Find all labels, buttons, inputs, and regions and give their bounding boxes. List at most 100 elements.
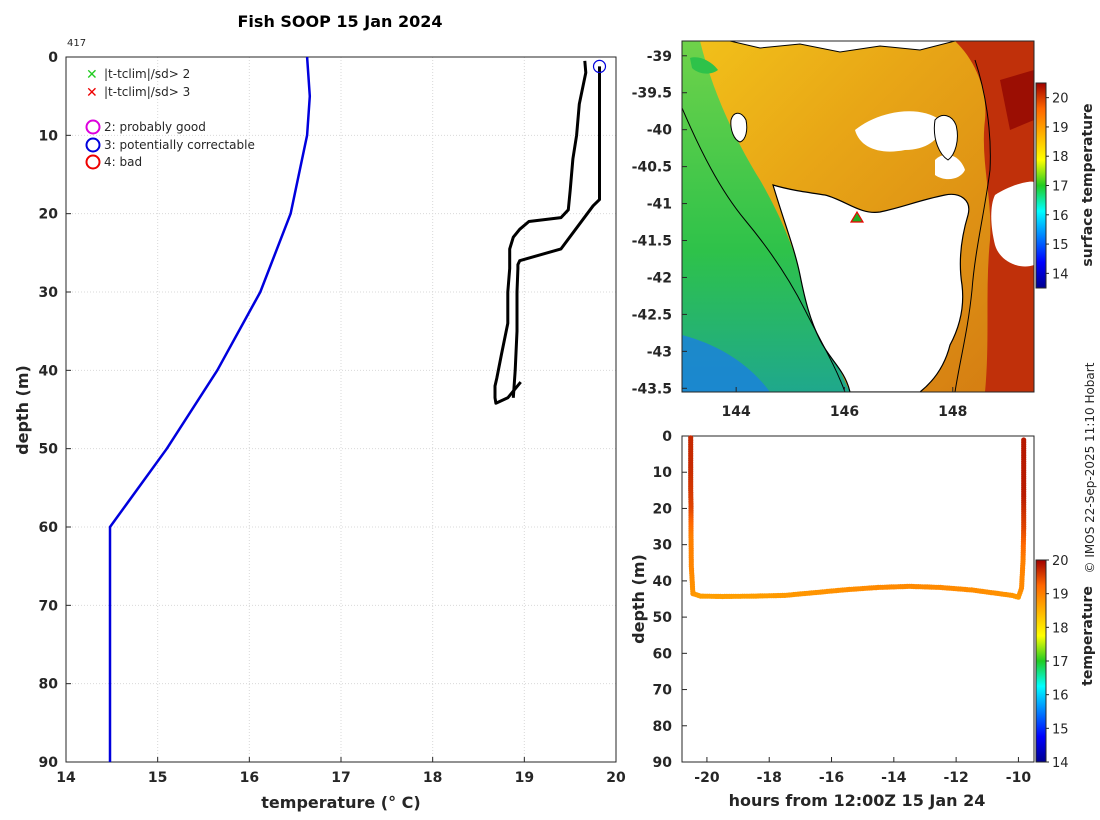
map-colorbar-tick-label: 17 <box>1052 180 1069 195</box>
map-mainland <box>682 41 956 53</box>
time-depth-plot: -20 -18 -16 -14 -12 -10 0 10 20 30 40 50 60 70 80 90 h… <box>629 429 1096 810</box>
profile-line-up-cast <box>511 66 601 398</box>
map-colorbar-tick-label: 19 <box>1052 121 1069 136</box>
profile-plot: 14 15 16 17 18 19 20 0 10 20 30 40 50 60 70 80 90 tempe… <box>13 50 626 812</box>
profile-y-tick-label: 70 <box>39 598 59 614</box>
figure-title: Fish SOOP 15 Jan 2024 <box>238 12 443 31</box>
map-isobath-east <box>954 59 991 392</box>
time-depth-x-label: hours from 12:00Z 15 Jan 24 <box>729 791 986 810</box>
map-x-tick-label: 144 <box>722 404 751 420</box>
profile-x-label: temperature (° C) <box>261 793 420 812</box>
profile-y-tick-label: 20 <box>39 207 59 223</box>
map-sea-cold <box>682 335 770 392</box>
legend-marker-sd2: ✕ <box>86 67 98 83</box>
time-depth-y-tick-label: 70 <box>653 683 673 699</box>
time-depth-x-tick-label: -10 <box>1006 770 1032 786</box>
map-tasmania <box>772 184 970 392</box>
map-y-tick-label: -41.5 <box>632 234 672 250</box>
profile-y-label: depth (m) <box>13 365 32 455</box>
map-colorbar-ticks: 14 15 16 17 18 19 20 <box>1046 92 1069 282</box>
temperature-colorbar <box>1035 559 1047 763</box>
map-king-island <box>730 112 748 143</box>
map-y-ticks: -39 -39.5 -40 -40.5 -41 -41.5 -42 -42.5 -43 -43.5 <box>632 49 687 397</box>
time-depth-axes-frame <box>681 435 1035 763</box>
map-colorbar-tick-label: 18 <box>1052 150 1069 165</box>
legend-marker-potentially-correctable <box>85 137 101 153</box>
map-colorbar-label: surface temperature <box>1080 103 1096 266</box>
legend-marker-sd3: ✕ <box>86 85 98 101</box>
map-y-tick-label: -39.5 <box>632 86 672 102</box>
temperature-colorbar-tick-label: 14 <box>1052 756 1069 771</box>
profile-y-tick-label: 10 <box>39 128 59 144</box>
time-depth-x-tick-label: -14 <box>881 770 907 786</box>
profile-y-tick-label: 40 <box>39 363 59 379</box>
map-colorbar-tick-label: 14 <box>1052 267 1069 282</box>
map-sea-patch <box>690 57 718 74</box>
map-y-tick-label: -41 <box>647 197 672 213</box>
profile-line-down-cast <box>493 60 588 405</box>
time-depth-y-label: depth (m) <box>629 554 648 644</box>
temperature-colorbar-tick-label: 18 <box>1052 621 1069 636</box>
map-y-tick-label: -42.5 <box>632 307 672 323</box>
temperature-colorbar-label: temperature <box>1080 586 1096 686</box>
time-depth-y-tick-label: 0 <box>662 429 672 445</box>
legend-marker-probably-good <box>85 119 101 135</box>
map-cloud-2 <box>991 181 1034 267</box>
time-depth-x-tick-label: -16 <box>819 770 844 786</box>
time-depth-y-tick-label: 30 <box>653 538 673 554</box>
legend-entry-sd3: ✕ |t-tclim|/sd> 3 <box>86 85 190 101</box>
temperature-colorbar-tick-label: 19 <box>1052 588 1069 603</box>
time-depth-x-tick-label: -12 <box>943 770 968 786</box>
profile-x-ticks: 14 15 16 17 18 19 20 <box>56 757 626 786</box>
map-x-tick-label: 148 <box>938 404 967 420</box>
legend-label-sd2: |t-tclim|/sd> 2 <box>104 67 190 81</box>
map-flinders-island <box>933 114 958 161</box>
map-x-ticks: 144 146 148 <box>722 387 967 420</box>
time-depth-y-tick-label: 60 <box>653 646 673 662</box>
time-depth-y-tick-label: 80 <box>653 719 673 735</box>
legend-marker-bad <box>85 154 101 170</box>
profile-x-tick-label: 18 <box>423 770 442 786</box>
legend-label-sd3: |t-tclim|/sd> 3 <box>104 85 190 99</box>
map-y-tick-label: -42 <box>647 270 672 286</box>
profile-x-tick-label: 19 <box>515 770 534 786</box>
time-depth-y-tick-label: 10 <box>653 465 673 481</box>
legend-entry-probably-good: 2: probably good <box>85 119 206 135</box>
time-depth-point <box>1021 437 1027 443</box>
legend-label-probably-good: 2: probably good <box>104 120 206 134</box>
legend-entry-bad: 4: bad <box>85 154 142 170</box>
profile-legend: ✕ |t-tclim|/sd> 2 ✕ |t-tclim|/sd> 3 2: p… <box>85 67 255 170</box>
legend-label-potentially-correctable: 3: potentially correctable <box>104 138 255 152</box>
temperature-colorbar-tick-label: 20 <box>1052 554 1069 569</box>
time-depth-y-tick-label: 50 <box>653 610 673 626</box>
map-cloud-1 <box>855 111 941 152</box>
map-cloud-3 <box>935 154 965 180</box>
sst-map: 144 146 148 -39 -39.5 -40 -40.5 -41 -41.5 -42 -42… <box>632 40 1096 420</box>
profile-x-tick-label: 15 <box>148 770 167 786</box>
map-axes-frame <box>681 40 1035 393</box>
temperature-colorbar-tick-label: 15 <box>1052 722 1069 737</box>
map-y-tick-label: -40 <box>647 123 673 139</box>
profile-y-tick-label: 80 <box>39 677 59 693</box>
map-y-tick-label: -40.5 <box>632 160 672 176</box>
map-y-tick-label: -43 <box>647 344 672 360</box>
temperature-colorbar-tick-label: 16 <box>1052 689 1069 704</box>
map-colorbar-tick-label: 16 <box>1052 209 1069 224</box>
map-y-tick-label: -39 <box>647 49 672 65</box>
profile-y-tick-label: 90 <box>39 755 59 771</box>
map-colorbar <box>1035 82 1047 289</box>
profile-x-tick-label: 20 <box>606 770 626 786</box>
map-colorbar-tick-label: 20 <box>1052 92 1069 107</box>
profile-x-tick-label: 16 <box>240 770 259 786</box>
map-x-tick-label: 146 <box>830 404 859 420</box>
time-depth-points <box>688 435 1027 600</box>
time-depth-x-tick-label: -18 <box>757 770 782 786</box>
legend-label-bad: 4: bad <box>104 155 142 169</box>
map-colorbar-tick-label: 15 <box>1052 238 1069 253</box>
legend-entry-potentially-correctable: 3: potentially correctable <box>85 137 255 153</box>
profile-y-tick-label: 60 <box>39 520 59 536</box>
profile-grid <box>66 57 616 762</box>
map-sea-east-dark <box>1000 70 1034 130</box>
time-depth-y-tick-label: 90 <box>653 755 673 771</box>
